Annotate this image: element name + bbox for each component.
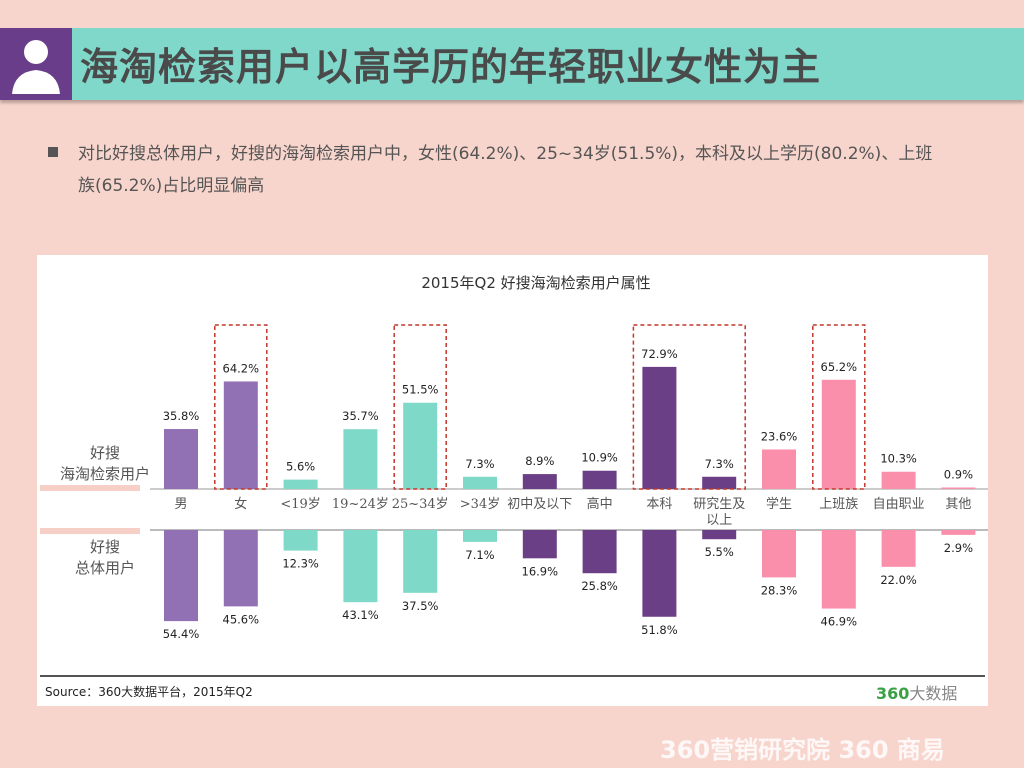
value-label-target: 23.6%	[761, 429, 798, 443]
value-label-target: 5.6%	[286, 460, 315, 474]
category-label: 研究生及	[693, 497, 745, 512]
page-title: 海淘检索用户以高学历的年轻职业女性为主	[80, 45, 822, 89]
watermark: 360营销研究院 360 商易	[660, 736, 945, 764]
category-label: 上班族	[819, 496, 858, 512]
source-note: Source：360大数据平台，2015年Q2	[45, 685, 253, 699]
value-label-overall: 54.4%	[163, 627, 200, 641]
bar-overall-9	[702, 530, 737, 540]
bar-target-5	[463, 476, 497, 489]
category-label: 以上	[706, 513, 732, 528]
360-bigdata-logo: 360大数据	[876, 684, 958, 703]
value-label-target: 8.9%	[525, 454, 554, 468]
category-label: 本科	[646, 497, 672, 512]
category-label: 19~24岁	[332, 497, 389, 512]
value-label-overall: 22.0%	[880, 573, 917, 587]
value-label-overall: 25.8%	[581, 579, 618, 593]
bar-overall-13	[941, 530, 976, 535]
value-label-target: 35.8%	[163, 409, 200, 423]
bar-overall-6	[522, 530, 557, 559]
bar-target-2	[283, 479, 318, 489]
bar-overall-11	[821, 530, 856, 609]
bar-overall-10	[762, 530, 796, 578]
value-label-target: 51.5%	[402, 383, 439, 397]
value-label-overall: 46.9%	[821, 615, 858, 629]
bar-target-9	[702, 476, 737, 489]
series-label: 总体用户	[75, 559, 135, 577]
value-label-overall: 51.8%	[641, 623, 678, 637]
bar-target-0	[164, 429, 198, 489]
bar-target-4	[403, 402, 438, 489]
bar-overall-0	[164, 530, 198, 622]
value-label-target: 35.7%	[342, 409, 379, 423]
bar-target-7	[582, 470, 617, 489]
chart-title: 2015年Q2 好搜海淘检索用户属性	[421, 274, 650, 292]
category-label: 25~34岁	[392, 497, 449, 512]
category-label: 其他	[945, 497, 971, 512]
value-label-target: 64.2%	[223, 361, 260, 375]
category-label: 自由职业	[873, 497, 925, 512]
bar-overall-12	[881, 530, 916, 567]
category-label: 女	[234, 496, 247, 512]
bar-target-10	[762, 449, 796, 489]
category-label: 初中及以下	[507, 497, 572, 512]
user-silhouette-icon	[0, 28, 72, 100]
value-label-overall: 43.1%	[342, 608, 379, 622]
bar-overall-4	[403, 530, 438, 593]
value-label-target: 10.3%	[880, 452, 917, 466]
category-label: 学生	[766, 496, 792, 512]
series-label: 海淘检索用户	[60, 465, 150, 483]
highlight-box	[214, 324, 268, 490]
value-label-target: 7.3%	[465, 457, 494, 471]
bar-overall-5	[463, 530, 497, 542]
value-label-overall: 12.3%	[282, 557, 319, 571]
value-label-overall: 37.5%	[402, 599, 439, 613]
value-label-overall: 7.1%	[465, 548, 494, 562]
highlight-box	[812, 324, 866, 490]
value-label-target: 65.2%	[821, 360, 858, 374]
bar-target-11	[821, 379, 856, 489]
category-label: <19岁	[280, 497, 320, 512]
highlight-box	[632, 324, 746, 490]
bar-target-1	[223, 381, 258, 489]
series-divider	[40, 485, 140, 491]
bar-overall-1	[223, 530, 258, 607]
bar-overall-2	[283, 530, 318, 551]
summary-bullet: 对比好搜总体用户，好搜的海淘检索用户中，女性(64.2%)、25~34岁(51.…	[48, 138, 948, 202]
bar-overall-8	[642, 530, 677, 617]
summary-text: 对比好搜总体用户，好搜的海淘检索用户中，女性(64.2%)、25~34岁(51.…	[78, 144, 933, 196]
title-bar: 海淘检索用户以高学历的年轻职业女性为主	[0, 28, 1024, 100]
value-label-overall: 16.9%	[522, 564, 559, 578]
bullet-icon	[48, 147, 58, 157]
value-label-target: 10.9%	[581, 451, 618, 465]
series-label: 好搜	[90, 444, 120, 462]
category-label: 男	[174, 497, 187, 512]
bar-overall-7	[582, 530, 617, 574]
bar-target-6	[522, 474, 557, 489]
bar-overall-3	[343, 530, 378, 603]
series-divider	[40, 528, 140, 534]
value-label-overall: 45.6%	[223, 612, 260, 626]
value-label-overall: 2.9%	[944, 541, 973, 555]
value-label-overall: 5.5%	[705, 545, 734, 559]
category-label: 高中	[587, 496, 613, 512]
value-label-target: 0.9%	[944, 467, 973, 481]
value-label-overall: 28.3%	[761, 583, 798, 597]
bar-target-8	[642, 366, 677, 489]
category-label: >34岁	[460, 497, 500, 512]
value-label-target: 7.3%	[705, 457, 734, 471]
bar-target-13	[941, 487, 976, 489]
series-label: 好搜	[90, 538, 120, 556]
highlight-box	[393, 324, 447, 490]
bar-target-3	[343, 429, 378, 489]
value-label-target: 72.9%	[641, 347, 678, 361]
bar-target-12	[881, 471, 916, 489]
